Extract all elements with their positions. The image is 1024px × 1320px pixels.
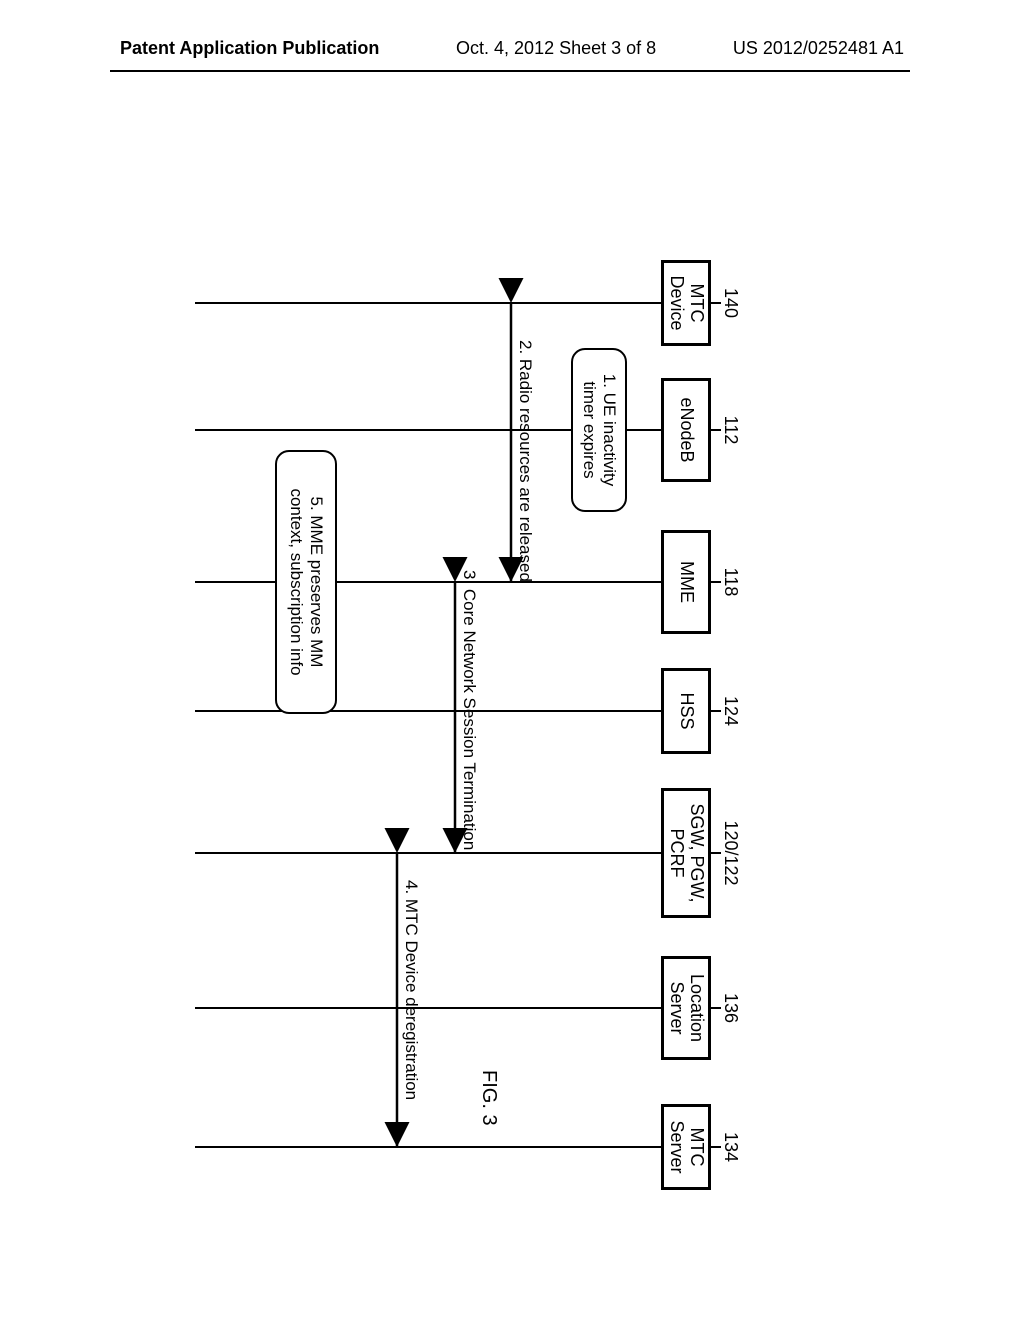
label-msg-4: 4. MTC Device deregistration bbox=[401, 880, 421, 1100]
figure-label: FIG. 3 bbox=[477, 1070, 500, 1126]
header-rule bbox=[110, 70, 910, 72]
label-msg-2: 2. Radio resources are released bbox=[515, 340, 535, 582]
page-header: Patent Application Publication Oct. 4, 2… bbox=[0, 38, 1024, 59]
header-left: Patent Application Publication bbox=[120, 38, 379, 59]
label-msg-3: 3. Core Network Session Termination bbox=[459, 570, 479, 850]
note-1: 1. UE inactivitytimer expires bbox=[571, 348, 627, 512]
sequence-diagram: 140MTCDevice112eNodeB118MME124HSS120/122… bbox=[187, 240, 747, 1200]
header-right: US 2012/0252481 A1 bbox=[733, 38, 904, 59]
header-center: Oct. 4, 2012 Sheet 3 of 8 bbox=[456, 38, 656, 59]
page-root: Patent Application Publication Oct. 4, 2… bbox=[0, 0, 1024, 1320]
note-5: 5. MME preserves MMcontext, subscription… bbox=[275, 450, 337, 714]
